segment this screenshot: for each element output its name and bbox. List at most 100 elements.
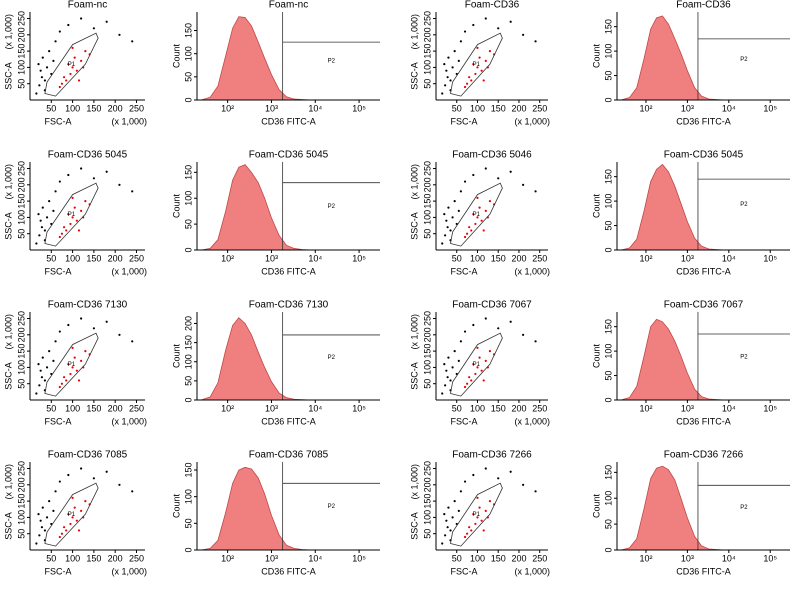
event-dot <box>484 167 487 170</box>
x-axis-label: CD36 FITC-A <box>676 116 731 126</box>
event-dot <box>447 206 450 209</box>
y-tick-label: 150 <box>422 194 432 209</box>
gate-p1 <box>450 332 503 397</box>
event-dot <box>484 509 487 512</box>
event-dot <box>488 500 492 503</box>
x-tick-label: 10² <box>639 553 652 563</box>
x-tick-label: 50 <box>46 103 56 113</box>
event-dot <box>118 333 121 336</box>
event-dot <box>449 379 452 382</box>
event-dot <box>478 506 481 509</box>
y-tick-label: 50 <box>16 229 26 239</box>
x-tick-label: 10⁵ <box>763 103 777 113</box>
event-dot <box>484 467 487 470</box>
x-tick-label: 10⁵ <box>352 103 366 113</box>
y-tick-label: 250 <box>16 461 26 476</box>
y-tick-label: 100 <box>603 344 613 359</box>
event-dot <box>534 340 537 343</box>
y-tick-label: 200 <box>16 327 26 342</box>
x-tick-label: 50 <box>46 553 56 563</box>
x-tick-label: 10³ <box>265 253 278 263</box>
event-dot <box>449 79 452 82</box>
event-dot <box>92 477 95 480</box>
x-axis-label: FSC-A <box>45 266 72 276</box>
event-dot <box>476 196 479 199</box>
event-dot <box>484 17 487 20</box>
event-dot <box>534 190 537 193</box>
event-dot <box>446 226 449 229</box>
y-tick-label: 250 <box>16 311 26 326</box>
y-tick-label: 50 <box>16 379 26 389</box>
x-axis-label: FSC-A <box>45 116 72 126</box>
y-tick-label: 50 <box>16 79 26 89</box>
y-tick-label: 50 <box>183 518 193 528</box>
histogram-area <box>201 466 312 551</box>
y-tick-label: 150 <box>16 44 26 59</box>
event-dot <box>67 213 70 216</box>
y-tick-label: 100 <box>603 194 613 209</box>
gate-label: P2 <box>328 59 336 65</box>
x-tick-label: 250 <box>129 553 144 563</box>
event-dot <box>522 183 525 186</box>
y-tick-label: 50 <box>422 79 432 89</box>
x-tick-label: 100 <box>65 403 80 413</box>
event-dot <box>457 209 460 212</box>
x-tick-label: 10² <box>221 253 234 263</box>
event-dot <box>451 216 454 219</box>
event-dot <box>476 346 479 349</box>
event-dot <box>480 69 483 72</box>
y-tick-label: 0 <box>603 547 613 552</box>
x-tick-label: 10⁴ <box>722 253 736 263</box>
event-dot <box>35 242 38 245</box>
event-dot <box>35 392 38 395</box>
panel-title: Foam-CD36 5045 <box>48 150 128 161</box>
y-tick-label: 0 <box>603 97 613 102</box>
event-dot <box>45 516 49 519</box>
event-dot <box>445 69 448 72</box>
event-dot <box>472 473 475 477</box>
event-dot <box>71 346 74 349</box>
event-dot <box>35 542 38 545</box>
x-axis-label: CD36 FITC-A <box>261 566 316 576</box>
event-dot <box>484 359 487 362</box>
gate-label: P2 <box>328 355 336 361</box>
gate-p1 <box>44 32 99 97</box>
event-dot <box>488 200 492 203</box>
event-dot <box>445 219 448 222</box>
event-dot <box>37 63 40 66</box>
x-tick-label: 10⁵ <box>352 403 366 413</box>
event-dot <box>453 50 456 53</box>
y-tick-label: 100 <box>603 491 613 506</box>
histogram-area <box>201 164 312 251</box>
panel-title: Foam-CD36 7130 <box>48 300 128 311</box>
gate-p1 <box>450 32 503 97</box>
panel-title: Foam-CD36 5045 <box>249 150 329 161</box>
event-dot <box>52 209 55 212</box>
x-tick-label: 250 <box>532 253 547 263</box>
x-tick-label: 10⁵ <box>763 553 777 563</box>
event-dot <box>58 85 61 89</box>
event-dot <box>470 229 473 232</box>
event-dot <box>476 496 479 499</box>
y-tick-label: 100 <box>183 489 193 504</box>
event-dot <box>45 66 49 69</box>
event-dot <box>522 483 525 486</box>
y-unit: (x 1,000) <box>409 464 419 500</box>
x-tick-label: 10⁴ <box>722 553 736 563</box>
event-dot <box>75 219 78 222</box>
y-axis-label: SSC-A <box>3 212 13 240</box>
x-tick-label: 200 <box>511 253 526 263</box>
event-dot <box>463 235 467 239</box>
x-tick-label: 150 <box>491 403 506 413</box>
event-dot <box>446 526 449 529</box>
y-axis-label: Count <box>591 44 601 69</box>
x-tick-label: 10³ <box>681 403 694 413</box>
y-axis-label: Count <box>171 44 181 69</box>
event-dot <box>447 356 450 359</box>
y-tick-label: 150 <box>603 465 613 480</box>
x-tick-label: 50 <box>452 103 462 113</box>
event-dot <box>446 76 449 79</box>
event-dot <box>466 232 469 235</box>
x-unit: (x 1,000) <box>111 116 147 126</box>
gate-p1 <box>450 482 503 547</box>
